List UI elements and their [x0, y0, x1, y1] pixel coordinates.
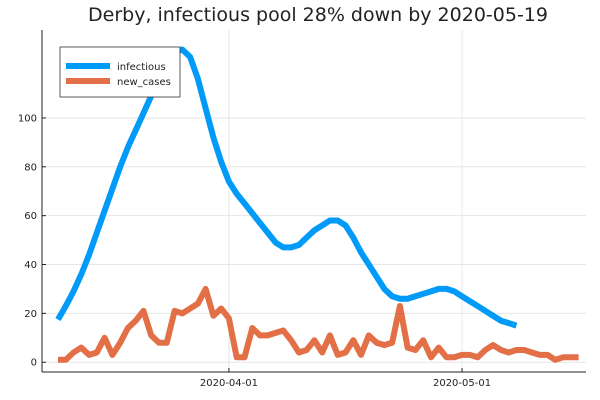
- axes: 0 20 40 60 80 100 2020-04-01 2020-05-01: [18, 30, 586, 389]
- x-tick-label-2020-04-01: 2020-04-01: [200, 378, 258, 389]
- y-tick-label-0: 0: [31, 358, 37, 369]
- legend: infectious new_cases: [59, 46, 181, 98]
- y-tick-label-100: 100: [18, 113, 37, 124]
- y-tick-label-20: 20: [24, 309, 37, 320]
- y-tick-label-40: 40: [24, 260, 37, 271]
- grid: [42, 30, 586, 372]
- legend-label-infectious: infectious: [117, 62, 166, 73]
- y-tick-label-60: 60: [24, 211, 37, 222]
- legend-box: [59, 46, 181, 98]
- series-line-new-cases: [58, 285, 579, 363]
- y-tick-label-80: 80: [24, 162, 37, 173]
- series-line-infectious: [55, 46, 518, 329]
- x-tick-label-2020-05-01: 2020-05-01: [433, 378, 491, 389]
- chart-title: Derby, infectious pool 28% down by 2020-…: [88, 4, 548, 26]
- series-group: [55, 46, 579, 363]
- legend-label-new-cases: new_cases: [117, 77, 171, 88]
